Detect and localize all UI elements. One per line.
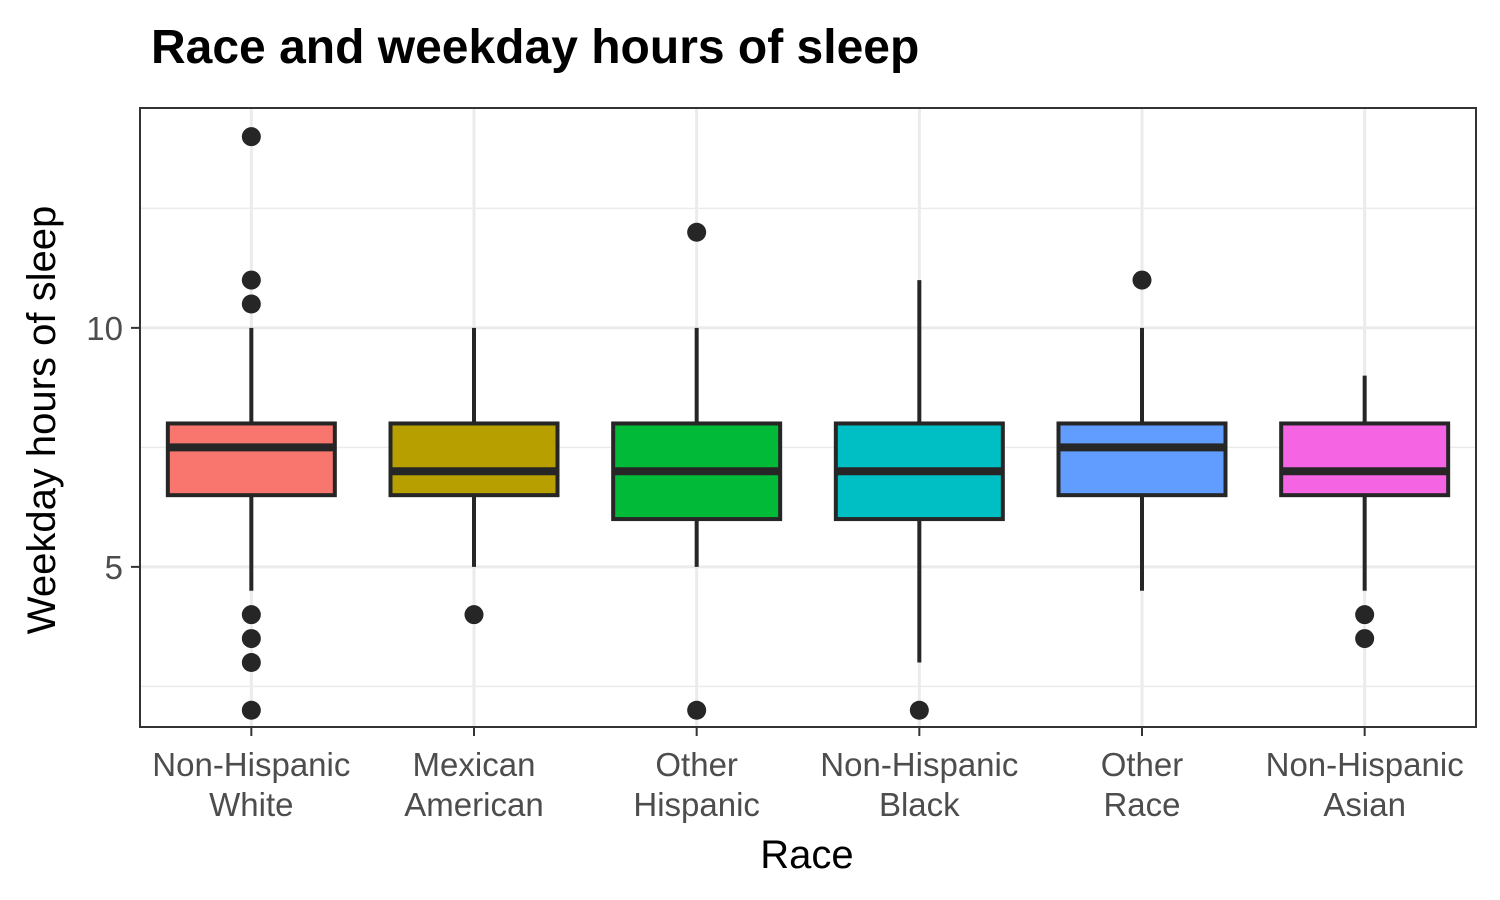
outlier-point [241, 270, 261, 290]
x-tick-label-line: Asian [1323, 786, 1406, 823]
x-tick-label: Non-Hispanic Asian [1266, 746, 1464, 823]
x-tick-label-line: Other [1101, 746, 1184, 783]
x-tick-label-line: Hispanic [633, 786, 760, 823]
box-group [611, 222, 783, 720]
box-group [833, 280, 1005, 720]
x-tick-label-line: Other [655, 746, 738, 783]
chart-title: Race and weekday hours of sleep [151, 21, 919, 74]
outlier-point [241, 629, 261, 649]
box-group [165, 127, 337, 720]
plot-border [139, 107, 1477, 728]
box-iqr [1279, 421, 1451, 498]
x-tick-label: Mexican American [404, 746, 543, 823]
x-tick-label-line: Non-Hispanic [152, 746, 350, 783]
outlier-point [687, 222, 707, 242]
outlier-point [241, 127, 261, 147]
x-tick-label-line: American [404, 786, 543, 823]
plot-background [140, 108, 1476, 727]
outlier-point [687, 700, 707, 720]
y-tick-label: 5 [105, 549, 123, 586]
box-group [388, 327, 560, 625]
outlier-point [241, 294, 261, 314]
x-tick-label: Non-Hispanic Black [820, 746, 1018, 823]
box-group [1279, 375, 1451, 649]
y-tick-label: 10 [86, 310, 123, 347]
y-axis-title: Weekday hours of sleep [20, 206, 64, 634]
x-tick-label-line: Non-Hispanic [820, 746, 1018, 783]
outlier-point [1355, 629, 1375, 649]
outlier-point [1355, 605, 1375, 625]
box-iqr [165, 421, 337, 498]
outlier-point [241, 700, 261, 720]
x-tick-label-line: Non-Hispanic [1266, 746, 1464, 783]
outlier-point [1132, 270, 1152, 290]
box-iqr [388, 421, 560, 498]
x-tick-label-line: Race [1103, 786, 1180, 823]
outlier-point [909, 700, 929, 720]
x-tick-label: Other Race [1101, 746, 1184, 823]
outlier-point [241, 605, 261, 625]
box-iqr [1056, 421, 1228, 498]
x-tick-label-line: Mexican [413, 746, 536, 783]
x-axis-title: Race [760, 833, 853, 877]
x-tick-label: Other Hispanic [633, 746, 760, 823]
outlier-point [241, 652, 261, 672]
x-tick-label: Non-Hispanic White [152, 746, 350, 823]
box-group [1056, 270, 1228, 591]
x-tick-label-line: Black [879, 786, 960, 823]
outlier-point [464, 605, 484, 625]
x-tick-label-line: White [209, 786, 293, 823]
